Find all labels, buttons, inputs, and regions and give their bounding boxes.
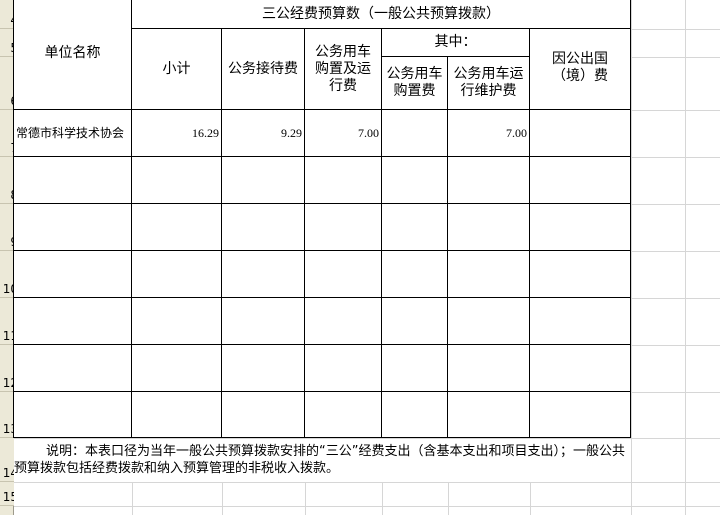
- header-vehicle-purchase[interactable]: 公务用车购置费: [381, 56, 448, 110]
- empty-cell[interactable]: [529, 156, 631, 204]
- empty-cell[interactable]: [13, 203, 132, 251]
- row-header[interactable]: 10: [0, 251, 14, 298]
- empty-cell[interactable]: [447, 297, 530, 345]
- row-header[interactable]: 11: [0, 298, 14, 345]
- empty-cell[interactable]: [447, 344, 530, 392]
- row-number: 14: [2, 466, 14, 480]
- gridline: [382, 482, 383, 515]
- row-unit-name[interactable]: 常德市科学技术协会: [13, 109, 132, 157]
- gridline: [14, 506, 720, 507]
- empty-cell[interactable]: [304, 344, 382, 392]
- header-of-which[interactable]: 其中：: [381, 28, 530, 57]
- empty-cell[interactable]: [304, 250, 382, 298]
- empty-cell[interactable]: [131, 250, 222, 298]
- row-subtotal[interactable]: 16.29: [131, 109, 222, 157]
- header-overseas[interactable]: 因公出国（境）费: [529, 28, 631, 110]
- empty-cell[interactable]: [221, 391, 305, 438]
- empty-cell[interactable]: [221, 156, 305, 204]
- row-reception[interactable]: 9.29: [221, 109, 305, 157]
- header-reception[interactable]: 公务接待费: [221, 28, 305, 110]
- empty-cell[interactable]: [447, 203, 530, 251]
- gridline: [530, 482, 531, 515]
- header-unit-name[interactable]: 单位名称: [13, 0, 132, 110]
- empty-cell[interactable]: [304, 391, 382, 438]
- gridline: [14, 482, 720, 483]
- empty-cell[interactable]: [447, 156, 530, 204]
- empty-cell[interactable]: [381, 297, 448, 345]
- empty-cell[interactable]: [381, 391, 448, 438]
- empty-cell[interactable]: [529, 344, 631, 392]
- empty-cell[interactable]: [447, 250, 530, 298]
- empty-cell[interactable]: [381, 156, 448, 204]
- empty-cell[interactable]: [529, 297, 631, 345]
- empty-cell[interactable]: [131, 156, 222, 204]
- empty-cell[interactable]: [131, 203, 222, 251]
- row-number: 13: [2, 422, 14, 436]
- row-vehicle-purchase[interactable]: [381, 109, 448, 157]
- gridline: [448, 482, 449, 515]
- gridline: [222, 482, 223, 515]
- empty-cell[interactable]: [529, 391, 631, 438]
- row-header[interactable]: 9: [0, 204, 14, 251]
- empty-cell[interactable]: [381, 250, 448, 298]
- row-vehicle-operation[interactable]: 7.00: [447, 109, 530, 157]
- row-overseas[interactable]: [529, 109, 631, 157]
- row-number: 8: [10, 188, 14, 202]
- empty-cell[interactable]: [221, 344, 305, 392]
- gridline: [631, 0, 632, 515]
- row-number: 4: [10, 13, 14, 27]
- row-header[interactable]: 13: [0, 392, 14, 438]
- empty-cell[interactable]: [131, 391, 222, 438]
- empty-cell[interactable]: [529, 203, 631, 251]
- empty-cell[interactable]: [13, 344, 132, 392]
- empty-cell[interactable]: [381, 344, 448, 392]
- row-number: 9: [10, 235, 14, 249]
- gridline: [685, 0, 686, 515]
- empty-cell[interactable]: [131, 344, 222, 392]
- gridline: [305, 482, 306, 515]
- row-number: 6: [10, 94, 14, 108]
- empty-cell[interactable]: [304, 156, 382, 204]
- row-vehicle[interactable]: 7.00: [304, 109, 382, 157]
- empty-cell[interactable]: [529, 250, 631, 298]
- empty-cell[interactable]: [13, 391, 132, 438]
- row-header[interactable]: 5: [0, 29, 14, 57]
- row-number: 5: [10, 41, 14, 55]
- gridline: [14, 438, 720, 439]
- row-header[interactable]: 14: [0, 438, 14, 482]
- empty-cell[interactable]: [13, 297, 132, 345]
- empty-cell[interactable]: [221, 250, 305, 298]
- row-header[interactable]: 7: [0, 110, 14, 157]
- empty-cell[interactable]: [447, 391, 530, 438]
- gridline: [132, 482, 133, 515]
- table-title[interactable]: 三公经费预算数（一般公共预算拨款）: [131, 0, 631, 29]
- row-header[interactable]: 6: [0, 57, 14, 110]
- empty-cell[interactable]: [13, 156, 132, 204]
- row-number: 15: [2, 490, 14, 504]
- header-subtotal[interactable]: 小计: [131, 28, 222, 110]
- row-number: 10: [2, 282, 14, 296]
- empty-cell[interactable]: [221, 203, 305, 251]
- header-vehicle-operation[interactable]: 公务用车运行维护费: [447, 56, 530, 110]
- empty-cell[interactable]: [304, 297, 382, 345]
- header-vehicle[interactable]: 公务用车购置及运行费: [304, 28, 382, 110]
- empty-cell[interactable]: [381, 203, 448, 251]
- row-header[interactable]: 8: [0, 157, 14, 204]
- note-text[interactable]: 说明：本表口径为当年一般公共预算拨款安排的“三公”经费支出（含基本支出和项目支出…: [14, 444, 625, 476]
- empty-cell[interactable]: [221, 297, 305, 345]
- row-number: 12: [2, 376, 14, 390]
- row-number: 7: [10, 141, 14, 155]
- empty-cell[interactable]: [304, 203, 382, 251]
- row-header[interactable]: 12: [0, 345, 14, 392]
- empty-cell[interactable]: [131, 297, 222, 345]
- row-number: 11: [2, 329, 14, 343]
- row-header[interactable]: 4: [0, 0, 14, 29]
- row-header[interactable]: 15: [0, 482, 14, 506]
- empty-cell[interactable]: [13, 250, 132, 298]
